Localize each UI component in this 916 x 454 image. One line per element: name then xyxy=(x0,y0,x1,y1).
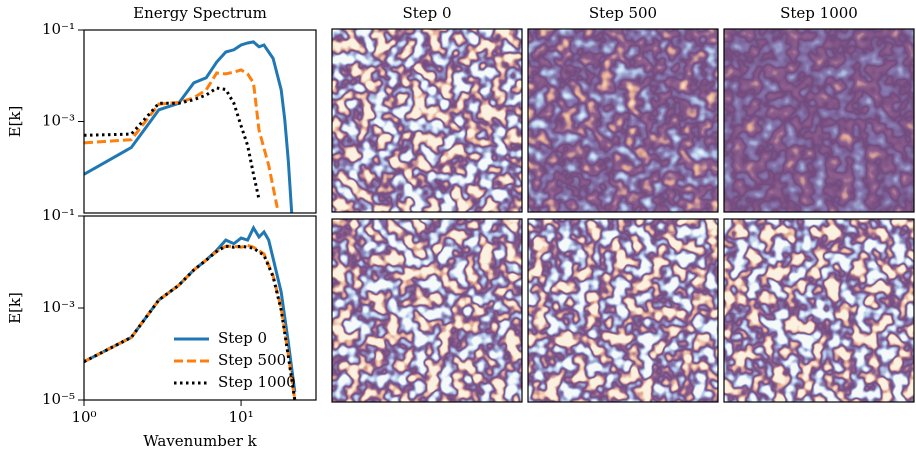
y-axis-label: E[k] xyxy=(6,292,24,324)
field-panels: Step 0 Step 500 Step 1000 xyxy=(331,4,915,403)
panel-title: Step 1000 xyxy=(780,4,858,22)
chart-title: Energy Spectrum xyxy=(133,4,267,22)
panel-frame xyxy=(331,28,523,213)
field-image xyxy=(724,29,914,212)
legend-label: Step 0 xyxy=(218,329,267,347)
y-tick-label: 10⁻⁵ xyxy=(42,390,75,408)
panel-title: Step 0 xyxy=(402,4,451,22)
legend-label: Step 1000 xyxy=(218,373,296,391)
series-line xyxy=(84,40,294,213)
panel-frame xyxy=(527,218,719,403)
axes-frame xyxy=(83,29,317,214)
field-image xyxy=(724,219,914,402)
panel-title: Step 500 xyxy=(589,4,657,22)
series-line xyxy=(84,68,279,209)
y-axis-label: E[k] xyxy=(6,106,24,138)
panel-frame xyxy=(723,28,915,213)
series-line xyxy=(84,244,297,400)
y-tick-label: 10⁻³ xyxy=(42,298,75,316)
panel-frame xyxy=(723,218,915,403)
x-tick-label: 10⁰ xyxy=(71,408,96,426)
y-tick-label: 10⁻³ xyxy=(42,112,75,130)
field-image xyxy=(528,29,718,212)
y-tick-label: 10⁻¹ xyxy=(42,20,75,38)
panel-frame xyxy=(527,28,719,213)
x-tick-label: 10¹ xyxy=(229,408,254,426)
y-tick-label: 10⁻¹ xyxy=(42,206,75,224)
panel-frame xyxy=(331,218,523,403)
legend-label: Step 500 xyxy=(218,351,286,369)
field-image xyxy=(332,219,522,402)
field-image xyxy=(331,28,523,213)
x-axis-label: Wavenumber k xyxy=(143,432,257,450)
field-image xyxy=(528,219,718,402)
